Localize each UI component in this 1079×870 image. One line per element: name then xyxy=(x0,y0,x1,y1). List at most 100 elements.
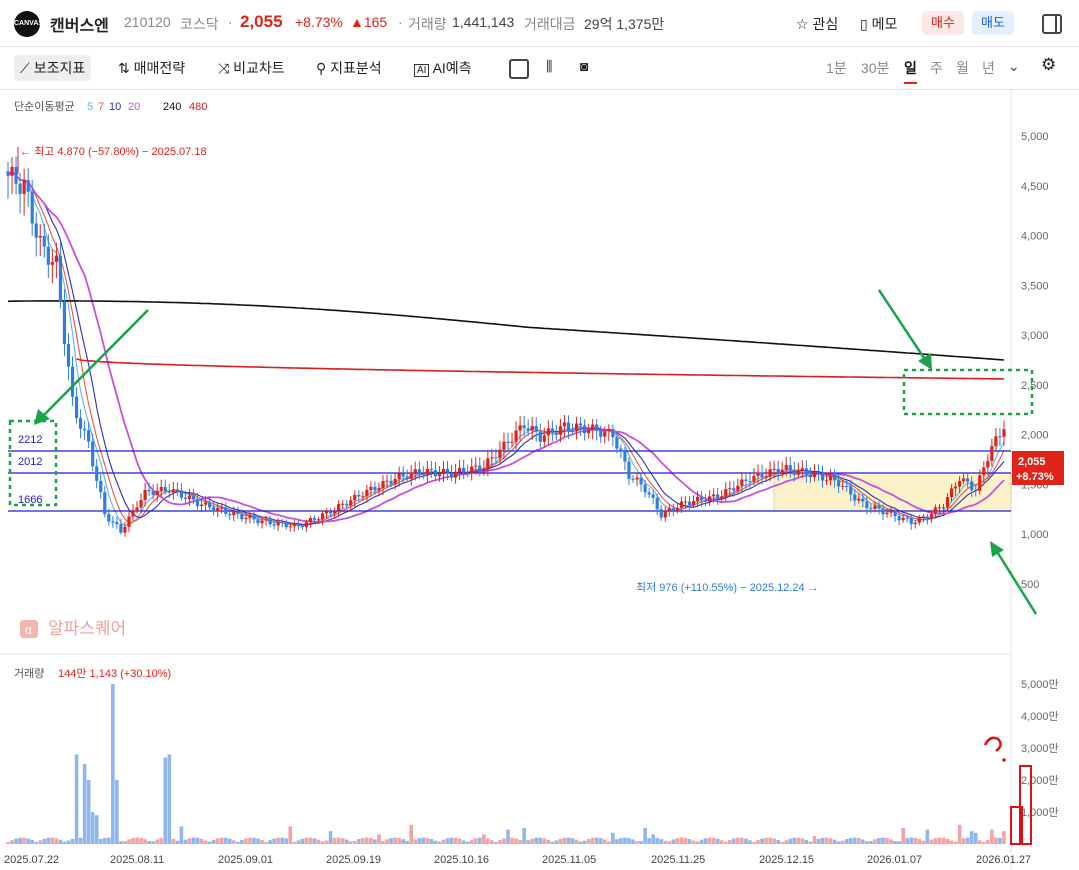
candle-body xyxy=(720,496,724,499)
volume-bar xyxy=(784,840,789,844)
candle-body xyxy=(236,511,240,514)
volume-bar xyxy=(58,839,63,844)
candle-body xyxy=(449,473,454,478)
sell-button[interactable]: 매도 xyxy=(972,11,1014,35)
candle-body xyxy=(917,517,921,523)
candle-body xyxy=(784,465,788,470)
y-tick-label: 2,500 xyxy=(1021,380,1049,392)
candle-body xyxy=(675,507,679,511)
gear-icon[interactable]: ⚙ xyxy=(1041,55,1057,74)
volume-bar xyxy=(514,838,518,844)
candle-body xyxy=(91,441,95,467)
last-price-value: 2,055 xyxy=(1018,456,1046,468)
candle-body xyxy=(401,473,405,477)
buy-button[interactable]: 매수 xyxy=(922,11,964,35)
camera-icon[interactable]: ◙ xyxy=(580,58,589,74)
timeframe-month[interactable]: 월 xyxy=(956,60,969,76)
timeframe-year[interactable]: 년 xyxy=(982,60,995,76)
candle-body xyxy=(429,468,433,471)
volume-bar xyxy=(857,838,861,844)
volume-bar xyxy=(655,837,659,844)
volume-bar xyxy=(244,838,248,844)
volume-bar xyxy=(506,829,510,844)
volume-bar xyxy=(1002,831,1006,844)
analysis-button[interactable]: ⚲ 지표분석 xyxy=(316,58,382,78)
volume-bar xyxy=(889,839,893,844)
candle-body xyxy=(490,457,494,459)
volume-bar xyxy=(119,841,123,844)
candle-body xyxy=(466,472,470,474)
volume-bar xyxy=(881,837,885,844)
volume-bar xyxy=(768,837,772,844)
timeframe-week[interactable]: 주 xyxy=(930,60,943,76)
timeframe-1min[interactable]: 1분 xyxy=(826,60,847,76)
volume-bar xyxy=(780,841,784,844)
y-tick-label: 3,500 xyxy=(1021,280,1049,292)
volume-bar xyxy=(498,840,502,844)
volume-bar xyxy=(977,840,982,844)
candle-body xyxy=(615,437,619,449)
volume-bar xyxy=(437,841,442,844)
candle-body xyxy=(103,492,107,515)
candle-body xyxy=(175,489,179,491)
timeframe-day[interactable]: 일 xyxy=(904,58,917,84)
volume-bar xyxy=(111,684,115,844)
x-tick-label: 2025.07.22 xyxy=(4,854,59,866)
candle-body xyxy=(909,518,913,525)
volume-bar xyxy=(994,837,998,844)
candle-body xyxy=(34,223,38,238)
candle-body xyxy=(470,466,474,474)
candle-body xyxy=(538,431,542,442)
candle-body xyxy=(62,301,67,345)
volume-bar xyxy=(199,838,204,844)
indicator-button[interactable]: ⟋ 보조지표 xyxy=(14,55,92,81)
volume-bar xyxy=(594,837,599,844)
candle-body xyxy=(99,480,103,493)
ma240-line xyxy=(7,300,1005,361)
candle-body xyxy=(780,469,784,474)
square-tool-icon[interactable] xyxy=(509,59,529,79)
chevron-down-icon[interactable]: ⌄ xyxy=(1008,58,1020,74)
candle-body xyxy=(14,166,18,184)
y-tick-label: 3,000 xyxy=(1021,330,1049,342)
watch-button[interactable]: ☆ 관심 xyxy=(796,14,838,34)
candle-body xyxy=(191,495,196,500)
volume-bar xyxy=(135,837,139,844)
volume-bar xyxy=(30,839,34,844)
candle-type-icon[interactable]: ⫼ xyxy=(546,58,553,74)
compare-button[interactable]: ⤨ 비교차트 xyxy=(218,58,285,78)
volume-bar xyxy=(683,837,688,844)
volume-bar xyxy=(256,838,260,844)
candle-body xyxy=(566,422,571,431)
volume-bar xyxy=(804,839,809,844)
candle-body xyxy=(631,478,635,480)
volume-bar xyxy=(453,837,458,844)
volume-bar xyxy=(385,839,389,844)
volume-bar xyxy=(191,837,196,844)
candle-body xyxy=(292,523,296,527)
strategy-button[interactable]: ⇅ 매매전략 xyxy=(118,58,185,78)
candle-body xyxy=(691,500,696,505)
handwritten-box-short xyxy=(1010,806,1023,845)
price-chart: 단순이동평균 5 7 10 20 240 480 5,000 4,500 4,000… xyxy=(0,89,1064,870)
candle-body xyxy=(216,507,220,512)
memo-button[interactable]: ▯ 메모 xyxy=(860,14,897,34)
stock-code: 210120 xyxy=(124,14,171,30)
volume-bar xyxy=(127,839,131,844)
volume-bar xyxy=(66,840,71,844)
sidebar-toggle-icon[interactable] xyxy=(1042,14,1062,34)
volume-bar xyxy=(703,838,708,844)
volume-bar xyxy=(482,834,486,844)
volume-bar xyxy=(760,838,764,844)
candle-body xyxy=(111,521,115,523)
volume-bar xyxy=(115,780,119,844)
volume-bar xyxy=(86,780,91,844)
volume-bar xyxy=(340,838,345,844)
timeframe-30min[interactable]: 30분 xyxy=(861,60,890,76)
candle-body xyxy=(978,475,982,491)
volume-bar xyxy=(276,837,280,844)
candle-body xyxy=(651,494,655,498)
candle-body xyxy=(474,465,478,467)
ai-button[interactable]: AI AI예측 xyxy=(414,58,472,78)
candle-body xyxy=(550,428,554,433)
